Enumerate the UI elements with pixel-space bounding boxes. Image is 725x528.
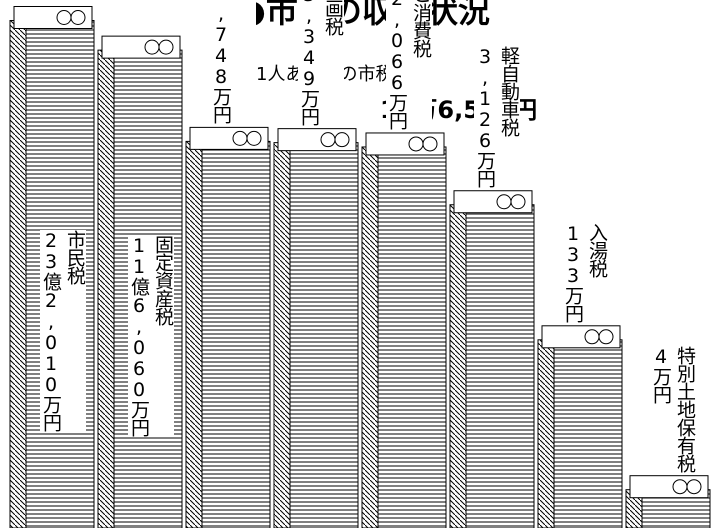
category-label: 市民税 <box>64 230 86 284</box>
category-label: 固定資産税 <box>152 235 174 325</box>
value-label: 3,126万円 <box>474 45 496 187</box>
category-label: 電気税 <box>234 0 256 123</box>
value-label: 133万円 <box>562 222 584 322</box>
bar <box>449 190 535 528</box>
category-label: 都市計画税 <box>322 0 344 125</box>
value-label: 11億6,060万円 <box>128 235 150 436</box>
bar-label: たばこ消費税 1億2,066万円 <box>386 0 432 129</box>
bar <box>273 128 359 528</box>
value-label: 1億3,748万円 <box>210 0 232 124</box>
bar <box>537 325 623 528</box>
bar-label: 市民税 23億2,010万円 <box>40 230 86 431</box>
bar <box>625 475 711 528</box>
bar-label: 電気税1億3,748万円 <box>210 0 256 124</box>
bar-label: 固定資産税 11億6,060万円 <box>128 235 174 436</box>
value-label: 1億2,066万円 <box>386 0 408 129</box>
bar-label: 特別土地保有税 4万円 <box>650 345 696 472</box>
value-label: 4万円 <box>650 345 672 403</box>
category-label: 特別土地保有税 <box>674 345 696 472</box>
value-label: 23億2,010万円 <box>40 230 62 431</box>
bar-label: 都市計画税1億3,349万円 <box>298 0 344 125</box>
bar <box>361 132 447 528</box>
chart-title: ●市税の収入状況 <box>238 0 490 30</box>
bar-label: 入湯税 133万円 <box>562 222 608 322</box>
category-label: 入湯税 <box>586 222 608 277</box>
bar <box>185 126 271 528</box>
category-label: 軽自動車税 <box>498 45 520 136</box>
value-label: 1億3,349万円 <box>298 0 320 125</box>
category-label: たばこ消費税 <box>410 0 432 57</box>
bar-label: 軽自動車税 3,126万円 <box>474 45 520 187</box>
